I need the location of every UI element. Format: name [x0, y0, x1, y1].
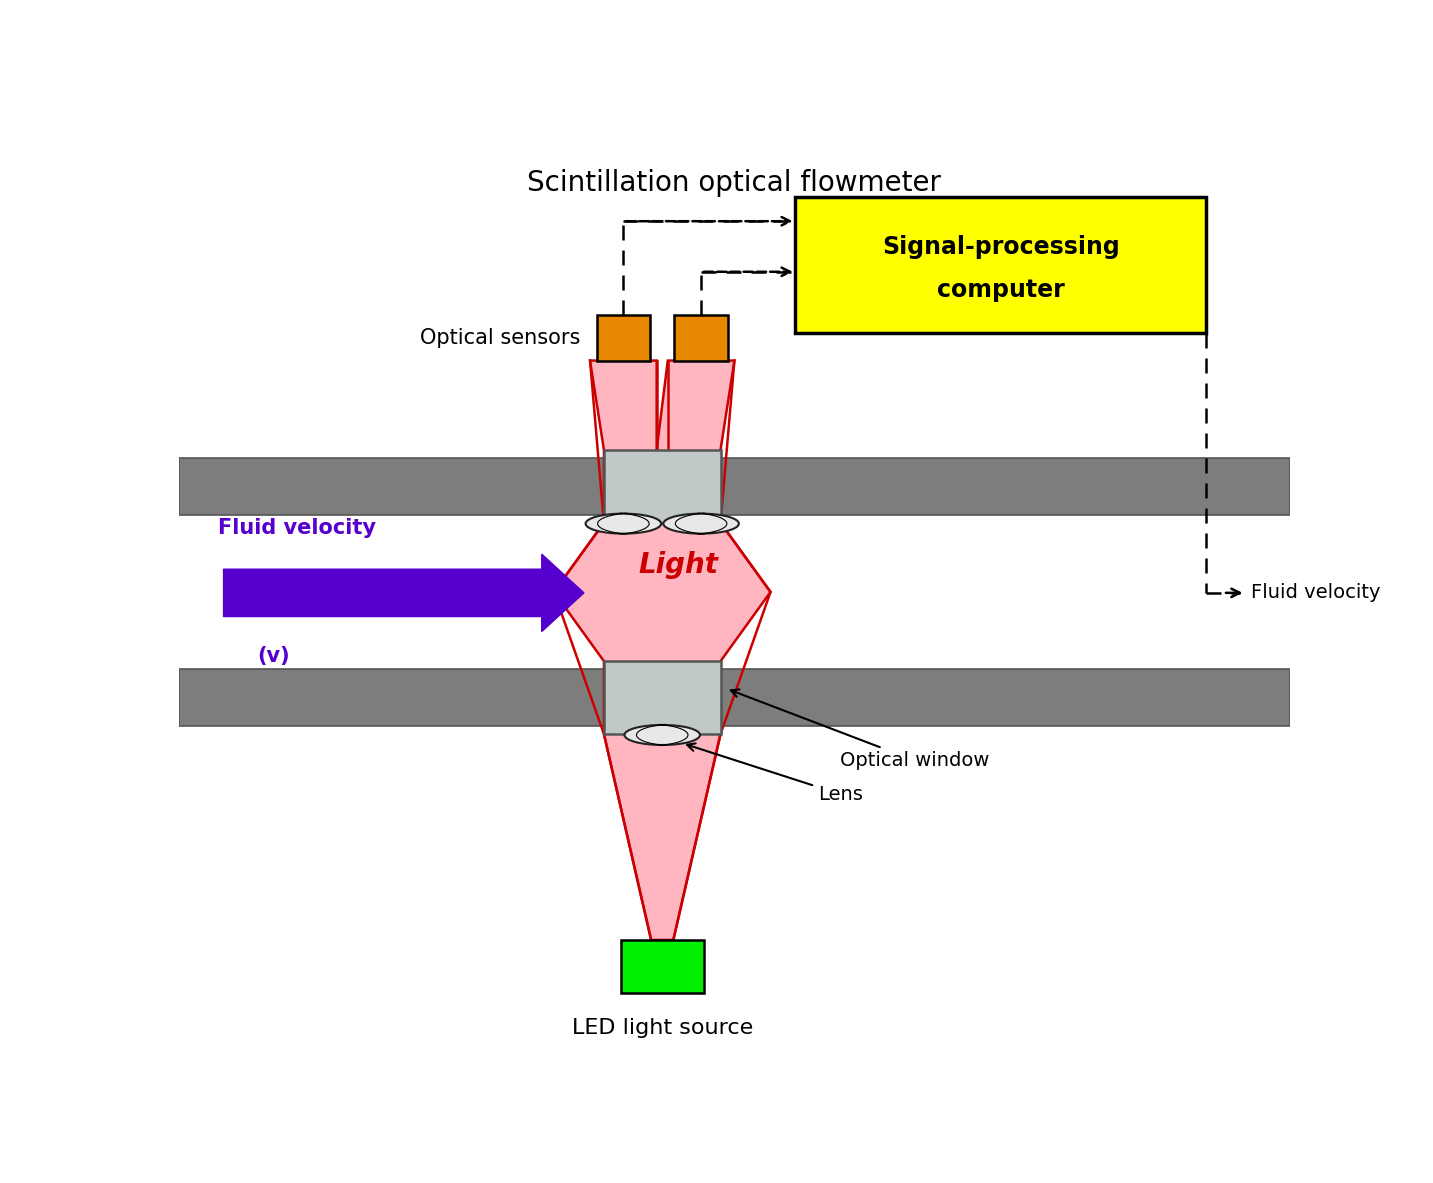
FancyArrow shape	[224, 554, 583, 632]
Text: Optical sensors: Optical sensors	[420, 328, 580, 348]
Text: Fluid velocity: Fluid velocity	[1251, 583, 1380, 602]
Bar	[603, 450, 721, 523]
Ellipse shape	[663, 513, 739, 534]
Bar	[795, 196, 1207, 334]
Text: Optical window: Optical window	[731, 690, 989, 770]
Bar	[179, 458, 1290, 515]
Bar	[675, 315, 728, 361]
Text: Light: Light	[639, 550, 719, 578]
Text: computer: computer	[937, 278, 1065, 302]
Bar	[603, 661, 721, 733]
Ellipse shape	[625, 725, 699, 745]
Bar	[179, 670, 1290, 726]
Bar	[596, 315, 651, 361]
Text: Signal-processing: Signal-processing	[883, 235, 1119, 259]
Ellipse shape	[586, 513, 661, 534]
Text: Scintillation optical flowmeter: Scintillation optical flowmeter	[527, 169, 941, 196]
Polygon shape	[555, 361, 771, 940]
Text: Fluid velocity: Fluid velocity	[218, 518, 375, 538]
Text: Lens: Lens	[686, 743, 863, 803]
Text: (v): (v)	[257, 646, 289, 666]
Text: LED light source: LED light source	[572, 1019, 752, 1039]
Bar	[620, 940, 704, 993]
